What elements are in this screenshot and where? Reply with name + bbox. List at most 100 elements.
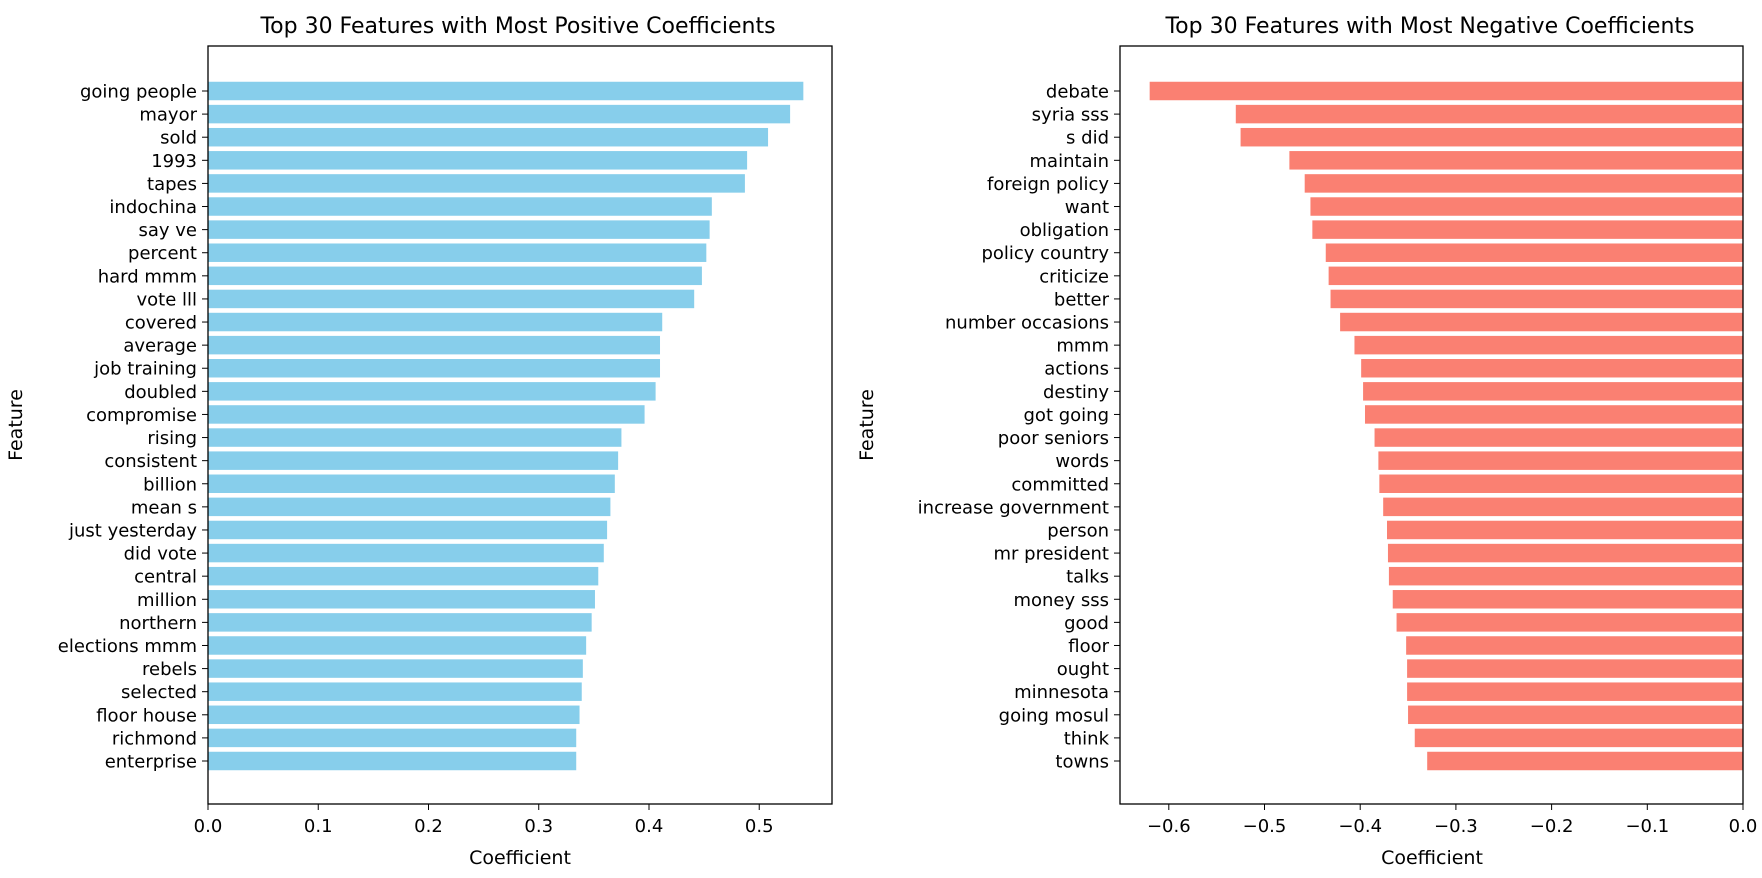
bar	[208, 335, 661, 355]
bar-group	[208, 81, 804, 771]
x-tick-label: −0.3	[1434, 816, 1478, 837]
y-tick-label: towns	[1055, 752, 1109, 773]
y-tick-label: foreign policy	[987, 174, 1109, 195]
bar	[1289, 151, 1743, 170]
bar	[208, 543, 604, 563]
bar	[208, 590, 595, 609]
y-tick-label: compromise	[86, 405, 197, 426]
bar	[1392, 590, 1743, 609]
y-tick-label: hard mmm	[98, 266, 197, 287]
x-tick-label: 0.0	[1729, 816, 1758, 837]
x-tick-label: 0.0	[194, 816, 223, 837]
y-tick-label: job training	[93, 359, 197, 380]
bar	[208, 636, 587, 655]
y-tick-label: think	[1064, 728, 1110, 749]
bar	[208, 312, 663, 332]
bar	[1407, 682, 1743, 701]
y-tick-label: average	[123, 336, 197, 357]
bar	[208, 474, 615, 493]
x-tick-label: 0.3	[524, 816, 553, 837]
bar	[1149, 81, 1743, 101]
bar	[208, 104, 791, 124]
y-tick-label: ought	[1057, 659, 1109, 680]
axes-frame	[1119, 45, 1744, 805]
y-tick-label: obligation	[1020, 220, 1109, 241]
y-tick-label: s did	[1066, 128, 1109, 149]
y-tick-label: selected	[121, 682, 197, 703]
y-tick-label: 1993	[151, 151, 197, 172]
bar	[208, 682, 582, 701]
x-tick-label: −0.2	[1530, 816, 1574, 837]
y-tick-label: covered	[125, 313, 197, 334]
bar	[208, 428, 622, 447]
y-tick-label: debate	[1046, 82, 1109, 103]
y-tick-label: mmm	[1056, 336, 1109, 357]
bar	[208, 151, 748, 170]
y-tick-label: mean s	[131, 497, 197, 518]
negative-coefficients-chart: Top 30 Features with Most Negative Coeff…	[856, 14, 1757, 869]
bar	[1387, 520, 1743, 540]
bar	[1235, 104, 1743, 124]
bar	[208, 220, 710, 239]
chart-title: Top 30 Features with Most Positive Coeff…	[259, 14, 775, 39]
bar	[208, 566, 599, 586]
bar	[1304, 174, 1743, 193]
y-tick-label: talks	[1066, 567, 1109, 588]
y-tick-label: going people	[80, 82, 197, 103]
x-ticks: 0.0 0.1 0.2 0.3 0.4 0.5	[194, 804, 774, 837]
bar	[1328, 266, 1743, 286]
y-tick-label: maintain	[1030, 151, 1109, 172]
bar	[1387, 543, 1743, 563]
y-tick-label: got going	[1024, 405, 1110, 426]
y-tick-label: poor seniors	[998, 428, 1109, 449]
x-tick-label: −0.1	[1625, 816, 1669, 837]
bar	[1407, 659, 1743, 678]
y-tick-label: want	[1065, 197, 1109, 218]
y-tick-label: mayor	[139, 105, 197, 126]
bar	[1325, 243, 1743, 262]
bar	[208, 405, 645, 424]
y-tick-label: percent	[128, 243, 197, 264]
bar	[1396, 613, 1743, 632]
y-tick-label: enterprise	[105, 752, 197, 773]
bar	[1414, 728, 1743, 748]
y-tick-label: consistent	[104, 451, 197, 472]
y-axis-label: Feature	[5, 389, 27, 461]
bar	[208, 243, 707, 262]
x-axis-label: Coefficient	[1381, 847, 1483, 869]
y-tick-label: increase government	[918, 497, 1109, 518]
x-tick-label: 0.1	[304, 816, 333, 837]
x-tick-label: 0.5	[745, 816, 774, 837]
bar	[1312, 220, 1743, 239]
y-tick-label: rising	[147, 428, 197, 449]
bar	[1330, 289, 1743, 309]
bar	[1406, 636, 1743, 655]
y-tick-label: just yesterday	[68, 520, 197, 541]
y-tick-label: number occasions	[945, 313, 1109, 334]
y-tick-label: rebels	[142, 659, 197, 680]
y-tick-label: criticize	[1039, 266, 1109, 287]
bar	[208, 659, 583, 678]
bar	[208, 751, 577, 771]
y-tick-label: tapes	[147, 174, 197, 195]
x-tick-label: 0.2	[414, 816, 443, 837]
x-tick-label: 0.4	[635, 816, 664, 837]
y-tick-label: did vote	[124, 544, 197, 565]
axes-frame	[207, 45, 833, 805]
bar	[208, 81, 804, 101]
y-tick-label: billion	[143, 474, 197, 495]
bar	[1378, 451, 1743, 470]
y-tick-labels: going peoplemayorsold1993tapesindochinas…	[58, 82, 208, 773]
y-tick-label: vote lll	[136, 289, 197, 310]
positive-coefficients-chart: Top 30 Features with Most Positive Coeff…	[5, 14, 833, 869]
bar	[208, 613, 592, 632]
bar	[1408, 705, 1743, 725]
y-tick-label: floor	[1068, 636, 1109, 657]
y-tick-label: good	[1064, 613, 1109, 634]
y-tick-label: floor house	[96, 705, 197, 726]
y-axis-label: Feature	[856, 389, 878, 461]
y-tick-label: elections mmm	[58, 636, 197, 657]
